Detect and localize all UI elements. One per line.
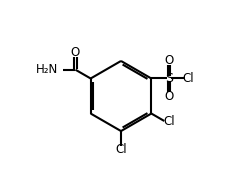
Text: S: S [165, 72, 173, 85]
Text: O: O [164, 54, 174, 67]
Text: Cl: Cl [163, 115, 175, 128]
Text: H₂N: H₂N [36, 63, 58, 76]
Text: Cl: Cl [115, 143, 127, 156]
Text: O: O [71, 46, 80, 59]
Text: Cl: Cl [183, 72, 194, 85]
Text: O: O [164, 90, 174, 103]
